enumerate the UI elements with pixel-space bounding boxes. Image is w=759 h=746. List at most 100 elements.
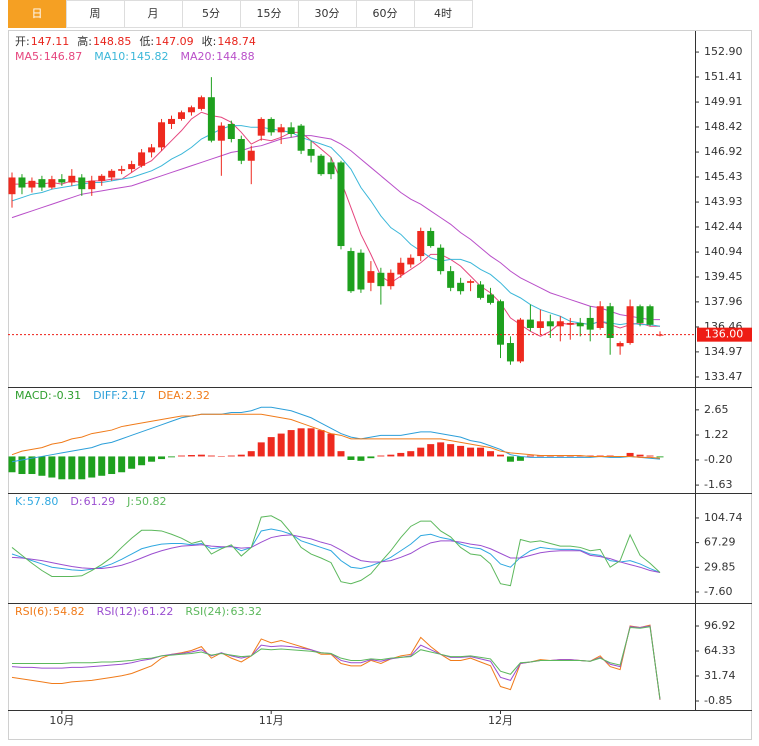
macd-line: [11, 406, 661, 463]
macd-bar: [8, 456, 16, 473]
macd-bar: [347, 456, 355, 460]
tab[interactable]: [66, 0, 125, 28]
tab-label[interactable]: 15分: [257, 7, 282, 20]
legend-text: DIFF:: [93, 389, 120, 402]
indicator-line: [11, 534, 661, 573]
ma-line: [11, 135, 660, 321]
y-tick-label: -7.60: [704, 585, 732, 598]
legend-text: 2.17: [121, 389, 146, 402]
indicator-line: [12, 626, 661, 699]
candle-body: [38, 179, 46, 188]
candle-body: [177, 112, 185, 119]
candle-body: [457, 282, 465, 292]
chart-frame: [8, 30, 752, 740]
macd-bar: [247, 451, 255, 457]
candle-body: [427, 230, 435, 247]
macd-bar: [636, 454, 644, 457]
last-price-label: 136.00: [705, 328, 744, 341]
candle-body: [158, 122, 166, 148]
macd-bar: [526, 455, 534, 457]
candle-body: [626, 306, 634, 344]
tab-label[interactable]: 4时: [434, 7, 452, 20]
tab[interactable]: [298, 0, 357, 28]
macd-bar: [407, 451, 415, 457]
candle-body: [88, 180, 96, 190]
tab[interactable]: [8, 0, 67, 28]
y-tick-label: 140.94: [704, 245, 743, 258]
candle-body: [138, 152, 146, 166]
y-tick-label: 148.42: [704, 120, 743, 133]
y-tick-label: 143.93: [704, 195, 743, 208]
candle-body: [327, 162, 335, 175]
macd-bar: [98, 456, 106, 476]
tab-label[interactable]: 30分: [315, 7, 340, 20]
indicator-line: [11, 528, 661, 573]
macd-bar: [18, 456, 26, 475]
macd-bar: [128, 456, 136, 469]
legend-text: 147.11: [31, 35, 70, 48]
legend-text: 61.22: [142, 605, 174, 618]
candle-body: [636, 306, 644, 323]
y-tick-label: 133.47: [704, 370, 743, 383]
candle-body: [118, 169, 126, 171]
legend-text: 148.74: [217, 35, 256, 48]
legend-text: D:: [70, 495, 82, 508]
candle-body: [108, 170, 116, 178]
candle-body: [596, 306, 604, 328]
macd-bar: [287, 430, 295, 457]
legend-text: 50.82: [135, 495, 167, 508]
tab-label[interactable]: 月: [148, 7, 159, 20]
indicator-line: [11, 515, 661, 587]
macd-bar: [467, 447, 475, 457]
candle-body: [487, 294, 495, 303]
legend-text: RSI(6):: [15, 605, 52, 618]
tab-label[interactable]: 5分: [202, 7, 220, 20]
tab-label[interactable]: 周: [90, 7, 101, 20]
legend-text: 57.80: [27, 495, 59, 508]
macd-bar: [108, 456, 116, 475]
tab[interactable]: [414, 0, 473, 28]
candle-body: [197, 97, 205, 109]
candle-body: [546, 321, 554, 327]
legend-text: 148.85: [93, 35, 132, 48]
macd-bar: [437, 442, 445, 457]
candle-body: [18, 177, 26, 188]
candle-body: [556, 321, 564, 327]
macd-bar: [158, 456, 166, 460]
candle-body: [397, 262, 405, 275]
tab[interactable]: [356, 0, 415, 28]
tab-label[interactable]: 日: [32, 7, 43, 20]
tab[interactable]: [240, 0, 299, 28]
candle-body: [48, 179, 56, 188]
macd-bar: [646, 455, 654, 457]
tab[interactable]: [124, 0, 183, 28]
y-tick-label: 145.43: [704, 170, 743, 183]
tab-label[interactable]: 60分: [373, 7, 398, 20]
macd-bar: [487, 451, 495, 457]
candle-body: [377, 272, 385, 287]
macd-bar: [148, 456, 156, 462]
candle-body: [307, 149, 315, 156]
legend-text: 147.09: [155, 35, 194, 48]
y-tick-label: 96.92: [704, 619, 736, 632]
y-tick-label: 146.92: [704, 145, 743, 158]
macd-bar: [307, 428, 315, 457]
macd-bar: [168, 456, 176, 458]
candle-body: [237, 139, 245, 161]
macd-bar: [377, 455, 385, 457]
candle-body: [287, 127, 295, 134]
y-tick-label: 149.91: [704, 95, 743, 108]
candle-body: [267, 118, 275, 133]
candle-body: [227, 123, 235, 140]
candle-body: [168, 118, 176, 124]
y-tick-label: -0.85: [704, 694, 732, 707]
macd-bar: [337, 451, 345, 457]
candle-body: [68, 175, 76, 183]
macd-bar: [277, 433, 285, 457]
candle-body: [337, 162, 345, 247]
y-tick-label: 152.90: [704, 45, 743, 58]
legend-text: MA20:: [180, 50, 215, 63]
y-tick-label: 1.22: [704, 428, 729, 441]
